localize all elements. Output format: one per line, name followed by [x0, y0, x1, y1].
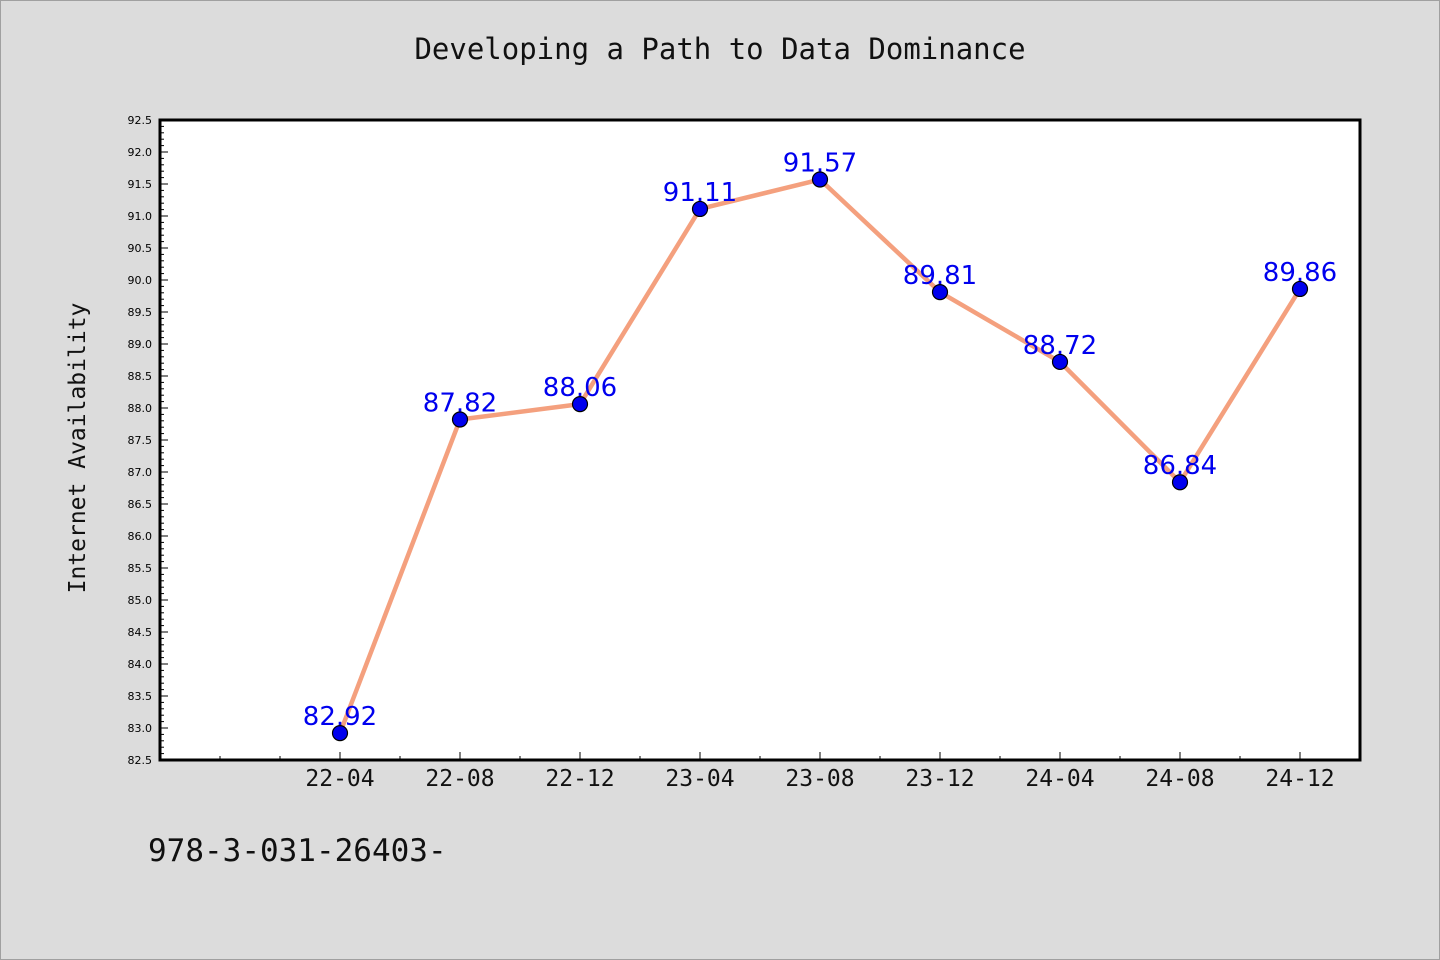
x-tick-label: 23-12 — [905, 766, 974, 792]
data-point — [811, 171, 829, 188]
y-tick-label: 87.5 — [128, 434, 153, 447]
chart-title: Developing a Path to Data Dominance — [414, 32, 1026, 66]
data-label: 82.92 — [303, 702, 377, 732]
y-tick-label: 83.0 — [128, 722, 153, 735]
y-axis-label: Internet Availability — [65, 302, 91, 594]
y-tick-label: 86.0 — [128, 530, 153, 543]
data-label: 87.82 — [423, 389, 497, 419]
x-axis: 22-04 22-08 22-12 23-04 23-08 23-12 24-04 24-08… — [219, 752, 1361, 792]
x-tick-label: 24-12 — [1265, 766, 1334, 792]
y-tick-label: 85.5 — [128, 562, 153, 575]
y-tick-label: 89.5 — [128, 306, 153, 319]
data-point — [331, 725, 349, 742]
x-tick-label: 22-12 — [545, 766, 614, 792]
data-point — [451, 411, 469, 428]
x-tick-label: 22-08 — [425, 766, 494, 792]
x-tick-label: 24-04 — [1025, 766, 1094, 792]
footer-code: 978-3-031-26403- — [148, 833, 447, 869]
y-tick-label: 88.0 — [128, 402, 153, 415]
series-line-group — [331, 171, 1309, 742]
y-tick-label: 88.5 — [128, 370, 153, 383]
y-axis: 82.5 83.0 83.5 84.0 84.5 85.0 85.5 86.0 86.5 87.0… — [128, 114, 168, 767]
y-tick-label: 90.0 — [128, 274, 153, 287]
data-label: 89.81 — [903, 261, 977, 291]
plot-area — [158, 118, 1362, 762]
y-tick-label: 87.0 — [128, 466, 153, 479]
data-label: 86.84 — [1143, 451, 1217, 481]
y-tick-label: 91.0 — [128, 210, 153, 223]
x-tick-label: 23-08 — [785, 766, 854, 792]
y-tick-label: 92.5 — [128, 114, 153, 127]
y-tick-label: 89.0 — [128, 338, 153, 351]
y-tick-label: 91.5 — [128, 178, 153, 191]
data-label: 88.72 — [1023, 331, 1097, 361]
data-label: 88.06 — [543, 373, 617, 403]
x-tick-label: 22-04 — [305, 766, 374, 792]
data-label: 89.86 — [1263, 258, 1337, 288]
data-point — [1171, 474, 1189, 491]
y-tick-label: 83.5 — [128, 690, 153, 703]
data-point — [1051, 353, 1069, 371]
x-tick-label: 23-04 — [665, 766, 734, 792]
y-tick-label: 84.5 — [128, 626, 153, 639]
data-point — [1291, 280, 1309, 298]
x-tick-label: 24-08 — [1145, 766, 1214, 792]
data-label-group: 82.92 87.82 88.06 91.11 91.57 89.81 88.72 86.84… — [303, 149, 1337, 733]
data-label: 91.11 — [663, 178, 737, 208]
y-tick-label: 82.5 — [128, 754, 153, 767]
data-label: 91.57 — [783, 149, 857, 179]
data-point — [571, 396, 589, 413]
y-tick-label: 90.5 — [128, 242, 153, 255]
y-tick-label: 92.0 — [128, 146, 153, 159]
data-point — [931, 284, 949, 301]
data-point — [691, 200, 709, 218]
y-tick-label: 84.0 — [128, 658, 153, 671]
y-tick-label: 85.0 — [128, 594, 153, 607]
y-tick-label: 86.5 — [128, 498, 153, 511]
